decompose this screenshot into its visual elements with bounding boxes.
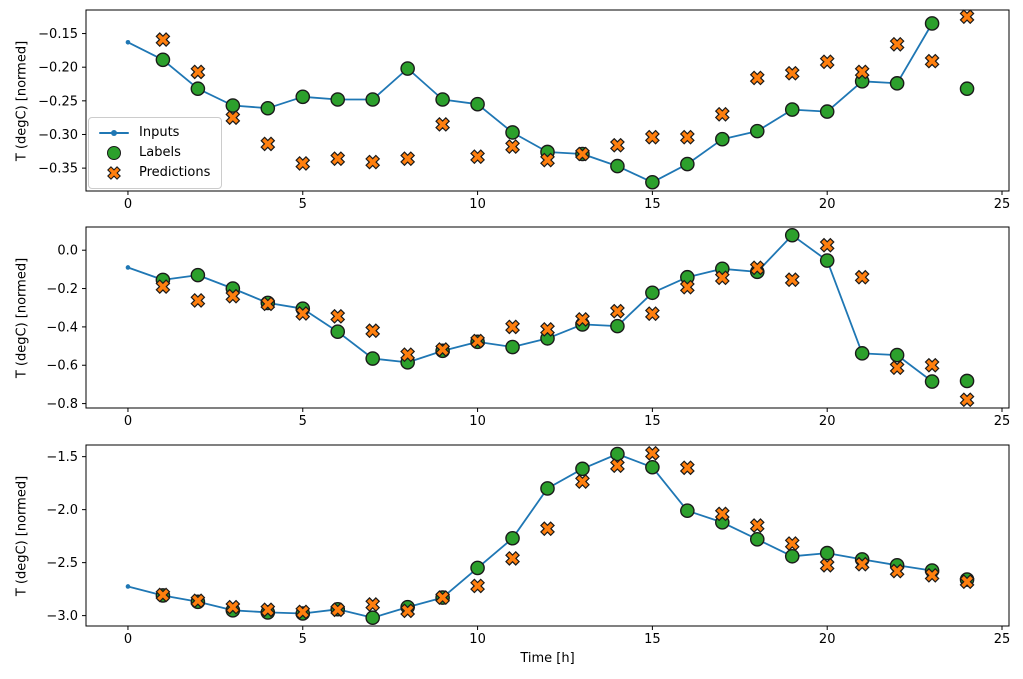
y-tick-label: −1.5 [46,450,78,465]
x-tick-label: 20 [819,197,836,212]
series-predictions-2 [155,445,975,620]
series-labels-2 [155,446,975,626]
y-axis-label-top: T (degC) [normed] [14,40,30,162]
y-axis-label-bottom: T (degC) [normed] [14,475,30,597]
series-predictions-0 [155,9,975,171]
x-ticks-2: 0 5 10 15 20 25 [124,626,1010,647]
x-tick-label: 25 [994,197,1011,212]
x-axis-label: Time [h] [520,651,575,666]
legend-label-predictions: Predictions [139,165,211,180]
inputs-line-dot-icon [99,129,129,136]
y-tick-label: −0.35 [38,162,78,177]
series-inputs-0 [125,21,935,185]
y-tick-label: −3.0 [46,609,78,624]
x-ticks-1: 0 5 10 15 20 25 [124,408,1010,429]
series-labels-1 [155,227,975,389]
series-labels-0 [155,16,975,190]
y-tick-label: −0.4 [46,320,78,335]
y-tick-label: −0.8 [46,397,78,412]
y-tick-label: −2.0 [46,503,78,518]
y-tick-label: −0.30 [38,128,78,143]
y-tick-label: −0.20 [38,61,78,76]
x-tick-label: 20 [819,414,836,429]
axes-box-2 [85,444,1010,627]
subplot-0: −0.15 −0.20 −0.25 −0.30 −0.35 0 5 10 15 20 25 [38,9,1010,212]
y-tick-label: 0.0 [57,244,78,259]
x-tick-label: 5 [299,632,307,647]
x-tick-label: 15 [644,197,661,212]
subplot-2: −1.5 −2.0 −2.5 −3.0 0 5 10 15 20 25 [46,444,1010,647]
y-tick-label: −2.5 [46,556,78,571]
subplot-1: 0.0 −0.2 −0.4 −0.6 −0.8 0 5 10 15 20 25 [46,226,1010,429]
y-ticks-1: 0.0 −0.2 −0.4 −0.6 −0.8 [46,244,86,412]
predictions-x-icon [107,166,121,180]
y-tick-label: −0.15 [38,27,78,42]
x-tick-label: 0 [124,632,132,647]
legend-label-inputs: Inputs [139,125,180,140]
series-inputs-2 [125,451,935,621]
y-ticks-0: −0.15 −0.20 −0.25 −0.30 −0.35 [38,27,86,177]
y-tick-label: −0.25 [38,94,78,109]
x-tick-label: 15 [644,632,661,647]
legend: Inputs Labels Predictions [88,117,223,189]
x-tick-label: 15 [644,414,661,429]
x-tick-label: 10 [469,414,486,429]
labels-circle-icon [107,146,121,160]
y-axis-label-middle: T (degC) [normed] [14,257,30,379]
series-predictions-1 [155,237,975,408]
legend-label-labels: Labels [139,145,181,160]
x-tick-label: 25 [994,414,1011,429]
y-ticks-2: −1.5 −2.0 −2.5 −3.0 [46,450,86,624]
x-ticks-0: 0 5 10 15 20 25 [124,191,1010,212]
x-tick-label: 0 [124,197,132,212]
x-tick-label: 10 [469,197,486,212]
legend-item-labels: Labels [98,143,210,163]
x-tick-label: 20 [819,632,836,647]
x-tick-label: 25 [994,632,1011,647]
legend-item-inputs: Inputs [98,123,210,143]
series-inputs-1 [125,232,935,384]
x-tick-label: 5 [299,414,307,429]
x-tick-label: 0 [124,414,132,429]
x-tick-label: 10 [469,632,486,647]
y-tick-label: −0.6 [46,359,78,374]
y-tick-label: −0.2 [46,282,78,297]
axes-box-1 [85,226,1010,409]
legend-item-predictions: Predictions [98,163,210,183]
x-tick-label: 5 [299,197,307,212]
